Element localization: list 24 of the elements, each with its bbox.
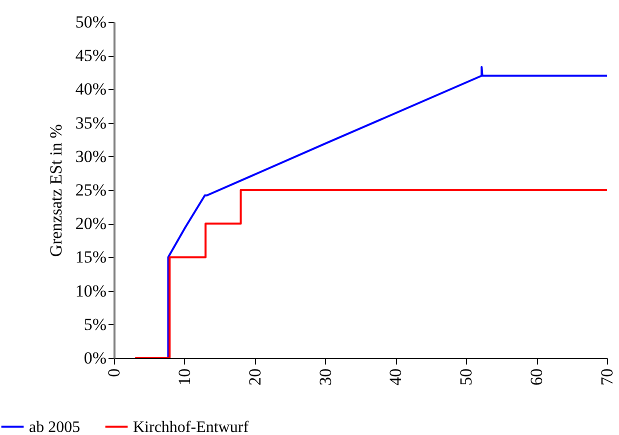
- y-tick-label: 50%: [75, 12, 106, 32]
- y-axis-title: Grenzsatz ESt in %: [46, 124, 66, 257]
- y-tick-label: 45%: [75, 46, 106, 66]
- line-series: [167, 66, 607, 358]
- y-tick-label: 0%: [84, 348, 106, 368]
- y-tick-label: 10%: [75, 281, 106, 300]
- legend-label: ab 2005: [29, 418, 80, 435]
- y-tick-label: 25%: [75, 180, 106, 200]
- line-series: [134, 189, 607, 358]
- y-tick-label: 20%: [75, 214, 106, 234]
- y-tick-label: 5%: [84, 314, 106, 334]
- x-tick-label: 20: [245, 368, 264, 386]
- legend-label: Kirchhof-Entwurf: [133, 418, 250, 435]
- y-tick-label: 35%: [75, 113, 106, 132]
- x-tick-label: 50: [456, 368, 476, 386]
- x-tick-label: 30: [316, 368, 335, 386]
- x-tick-label: 70: [598, 368, 616, 386]
- y-tick-label: 40%: [75, 80, 106, 99]
- y-tick-label: 15%: [75, 248, 106, 267]
- x-tick-label: 0: [104, 368, 124, 377]
- x-tick-label: 40: [386, 368, 406, 386]
- x-tick-label: 10: [174, 368, 194, 386]
- x-tick-label: 60: [527, 368, 546, 386]
- y-tick-label: 30%: [75, 146, 106, 166]
